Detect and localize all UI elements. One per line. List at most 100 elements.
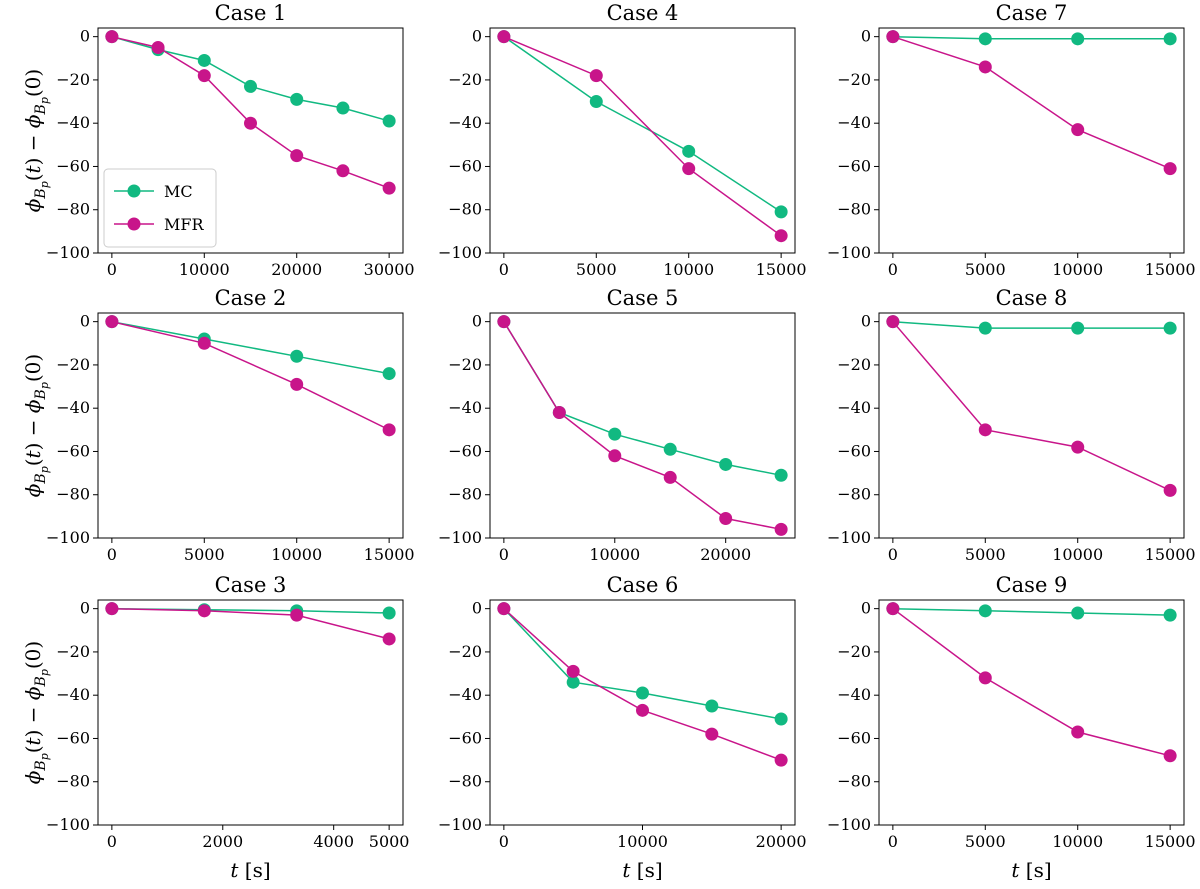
x-tick-label: 20000 <box>756 832 807 851</box>
y-tick-label: −100 <box>438 243 482 262</box>
legend-swatch-marker <box>127 184 141 198</box>
y-axis-label: ϕBp(t) − ϕBp(0) <box>21 641 51 784</box>
data-point-mc <box>636 686 649 700</box>
y-tick-label: −60 <box>56 728 90 747</box>
x-tick-label: 0 <box>107 832 117 851</box>
y-tick-label: −40 <box>448 398 482 417</box>
y-tick-label: 0 <box>472 599 482 618</box>
data-point-mfr <box>978 423 992 437</box>
y-tick-label: 0 <box>472 27 482 46</box>
y-tick-label: −40 <box>56 398 90 417</box>
x-tick-label: 10000 <box>1052 832 1103 851</box>
data-point-mfr <box>336 164 350 178</box>
plot-frame <box>878 27 1185 254</box>
data-point-mc <box>705 699 719 713</box>
series-line-mc <box>503 321 782 477</box>
y-tick-label: 0 <box>861 27 871 46</box>
x-tick-label: 5000 <box>965 260 1006 279</box>
series-line-mc <box>111 320 390 375</box>
data-point-mfr <box>1071 123 1085 137</box>
x-tick-label: 0 <box>888 832 898 851</box>
data-point-mfr <box>1163 749 1177 763</box>
data-point-mfr <box>886 602 900 616</box>
data-point-mc <box>382 367 396 381</box>
y-tick-label: −80 <box>837 485 871 504</box>
legend-label-mc: MC <box>164 182 193 201</box>
x-tick-label: 15000 <box>364 545 415 564</box>
y-tick-label: −20 <box>448 70 482 89</box>
y-tick-label: −40 <box>56 685 90 704</box>
panel-title: Case 5 <box>607 286 679 310</box>
data-point-mfr <box>290 377 304 391</box>
data-point-mc <box>1163 32 1177 46</box>
y-tick-label: −80 <box>448 772 482 791</box>
data-point-mfr <box>105 30 119 44</box>
plot-frame <box>97 312 404 539</box>
y-tick-label: −80 <box>448 200 482 219</box>
y-tick-label: −100 <box>46 528 90 547</box>
y-tick-label: −40 <box>448 113 482 132</box>
data-point-mfr <box>566 664 580 678</box>
data-point-mc <box>1071 32 1085 46</box>
series-line-mfr <box>503 608 782 761</box>
series-line-mc <box>892 607 1171 616</box>
legend-label-mfr: MFR <box>164 215 204 234</box>
data-point-mfr <box>244 116 257 130</box>
data-point-mfr <box>105 315 119 329</box>
series-line-mfr <box>503 36 782 237</box>
y-tick-label: −100 <box>46 815 90 834</box>
x-tick-label: 5000 <box>965 832 1006 851</box>
data-point-mc <box>774 468 788 482</box>
x-tick-label: 10000 <box>663 260 714 279</box>
panel-case-4: Case 4 0 −20 −40 −60 −80 −100 0 5000 10000 15000 <box>438 1 807 279</box>
plot-frame <box>878 312 1185 539</box>
x-tick-label: 4000 <box>313 832 354 851</box>
plot-frame <box>97 599 404 826</box>
x-tick-label: 10000 <box>1052 545 1103 564</box>
y-tick-label: 0 <box>861 599 871 618</box>
x-tick-label: 0 <box>888 545 898 564</box>
x-tick-label: 10000 <box>589 545 640 564</box>
data-point-mfr <box>105 602 119 616</box>
x-tick-label: 0 <box>107 545 117 564</box>
x-tick-label: 0 <box>499 260 509 279</box>
legend-swatch-marker <box>127 217 141 231</box>
data-point-mfr <box>886 30 900 44</box>
data-point-mfr <box>978 671 992 685</box>
y-tick-label: −40 <box>448 685 482 704</box>
data-point-mfr <box>1071 440 1085 454</box>
data-point-mc <box>1071 321 1085 335</box>
y-tick-label: −100 <box>827 243 871 262</box>
data-point-mfr <box>552 406 566 420</box>
y-tick-label: −20 <box>56 70 90 89</box>
x-tick-label: 10000 <box>617 832 668 851</box>
data-point-mc <box>774 712 788 726</box>
x-tick-label: 5000 <box>184 545 225 564</box>
x-tick-label: 5000 <box>576 260 617 279</box>
x-tick-label: 15000 <box>756 260 807 279</box>
series-line-mfr <box>892 35 1171 170</box>
data-point-mc <box>719 457 733 471</box>
panel-title: Case 9 <box>996 573 1068 597</box>
panel-title: Case 6 <box>607 573 679 597</box>
data-point-mc <box>978 32 992 46</box>
y-tick-label: −40 <box>837 398 871 417</box>
y-tick-label: −60 <box>56 156 90 175</box>
plot-frame <box>97 27 404 254</box>
data-point-mc <box>290 92 304 106</box>
data-point-mc <box>1163 608 1177 622</box>
y-tick-label: −80 <box>56 200 90 219</box>
plot-frame <box>489 312 796 539</box>
y-tick-label: 0 <box>80 599 90 618</box>
y-tick-label: −80 <box>837 772 871 791</box>
panel-case-2: Case 2 0 −20 −40 −60 −80 −100 0 5000 10000 15000 ϕB… <box>21 286 415 564</box>
data-point-mfr <box>682 162 696 176</box>
x-axis-label: t [s] <box>1011 858 1051 882</box>
y-tick-label: −100 <box>438 815 482 834</box>
y-tick-label: −80 <box>448 485 482 504</box>
y-tick-label: −60 <box>837 728 871 747</box>
data-point-mfr <box>497 315 511 329</box>
y-tick-label: −60 <box>56 441 90 460</box>
x-tick-label: 15000 <box>1145 832 1196 851</box>
